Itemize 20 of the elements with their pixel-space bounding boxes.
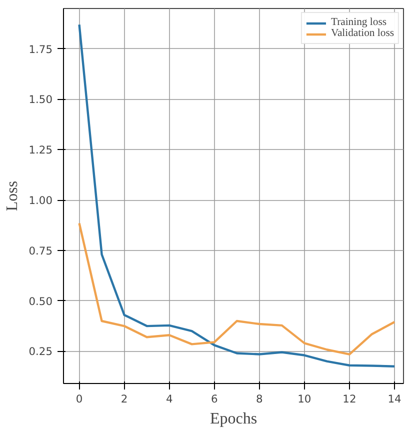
y-tick-label: 1.00 xyxy=(28,194,53,208)
x-tick-label: 6 xyxy=(210,392,218,406)
x-tick-label: 8 xyxy=(256,392,264,406)
x-tick-label: 2 xyxy=(120,392,128,406)
x-tick-label: 12 xyxy=(342,392,356,406)
legend-label: Training loss xyxy=(330,17,387,28)
y-tick-label: 0.25 xyxy=(28,345,53,358)
legend-label: Validation loss xyxy=(330,28,394,39)
y-tick-label: 1.50 xyxy=(28,93,53,106)
line-series xyxy=(78,222,396,356)
x-tick-label: 4 xyxy=(166,392,173,406)
y-tick-label: 1.25 xyxy=(28,144,53,157)
y-tick-label: 0.75 xyxy=(28,244,53,258)
x-tick-label: 14 xyxy=(388,392,402,406)
y-tick-label: 1.75 xyxy=(28,42,53,56)
x-tick-label: 10 xyxy=(298,392,312,406)
x-tick-label: 0 xyxy=(76,392,83,406)
y-tick-label: 0.50 xyxy=(28,294,53,308)
x-axis-title: Epochs xyxy=(210,410,258,428)
y-axis-title: Loss xyxy=(4,180,21,212)
